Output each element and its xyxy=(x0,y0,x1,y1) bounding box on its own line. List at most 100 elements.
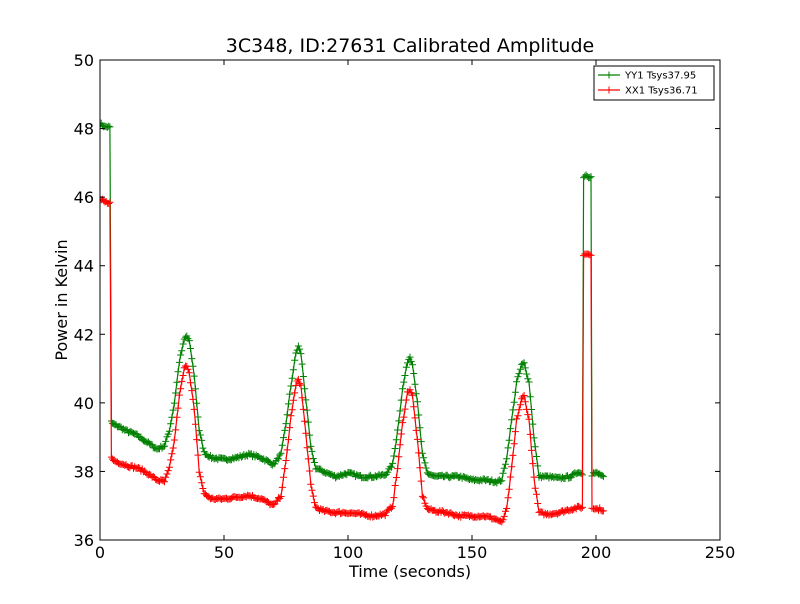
data-point-marker xyxy=(159,443,167,451)
data-point-marker xyxy=(399,419,407,427)
data-point-marker xyxy=(397,430,405,438)
data-point-marker xyxy=(289,366,297,374)
data-point-marker xyxy=(196,473,204,481)
data-point-marker xyxy=(302,429,310,437)
data-point-marker xyxy=(415,449,423,457)
data-point-marker xyxy=(396,441,404,449)
data-point-marker xyxy=(503,505,511,512)
data-point-marker xyxy=(302,396,310,404)
data-point-marker xyxy=(524,411,532,419)
data-point-marker xyxy=(174,404,182,412)
data-point-marker xyxy=(281,465,289,473)
y-tick-label: 44 xyxy=(74,257,94,276)
data-point-marker xyxy=(178,347,186,355)
data-point-marker xyxy=(390,452,398,460)
data-point-marker xyxy=(417,438,425,446)
data-point-marker xyxy=(134,464,142,471)
data-point-marker xyxy=(413,398,421,406)
data-point-marker xyxy=(278,483,286,491)
data-point-marker xyxy=(298,394,306,402)
data-point-marker xyxy=(175,391,183,399)
data-point-marker xyxy=(598,471,606,479)
data-point-marker xyxy=(519,393,527,401)
data-point-marker xyxy=(185,369,193,377)
data-point-marker xyxy=(411,414,419,422)
series-yy1 xyxy=(100,119,607,487)
data-point-marker xyxy=(500,512,508,520)
data-point-marker xyxy=(513,415,521,423)
data-point-marker xyxy=(163,470,171,478)
data-point-marker xyxy=(524,375,532,383)
x-tick-label: 150 xyxy=(457,543,488,562)
data-point-marker xyxy=(534,500,542,507)
data-point-marker xyxy=(387,504,395,512)
data-point-marker xyxy=(193,399,201,407)
data-point-marker xyxy=(420,494,428,502)
data-point-marker xyxy=(193,436,201,444)
data-point-marker xyxy=(513,378,521,386)
data-point-marker xyxy=(506,425,514,433)
data-point-marker xyxy=(289,396,297,404)
data-point-marker xyxy=(287,412,295,420)
data-point-marker xyxy=(520,392,528,399)
data-point-marker xyxy=(516,365,524,373)
data-point-marker xyxy=(167,456,175,464)
data-point-marker xyxy=(306,431,314,439)
data-point-marker xyxy=(304,455,312,463)
data-point-marker xyxy=(587,251,595,259)
data-point-marker xyxy=(531,443,539,451)
data-point-marker xyxy=(199,444,207,452)
data-point-marker xyxy=(303,444,311,452)
data-point-marker xyxy=(416,464,424,472)
data-point-marker xyxy=(526,430,534,438)
data-point-marker xyxy=(391,482,399,489)
data-point-marker xyxy=(196,431,204,439)
data-point-marker xyxy=(529,460,537,468)
data-point-marker xyxy=(189,362,197,370)
data-point-marker xyxy=(165,463,173,471)
data-point-marker xyxy=(411,380,419,388)
data-point-marker xyxy=(174,368,182,376)
x-tick-label: 100 xyxy=(333,543,364,562)
legend-label: YY1 Tsys37.95 xyxy=(624,71,696,82)
data-point-marker xyxy=(409,391,416,399)
data-point-marker xyxy=(286,390,294,398)
data-point-marker xyxy=(165,427,173,435)
data-point-marker xyxy=(184,365,192,373)
data-point-marker xyxy=(599,473,607,481)
data-point-marker xyxy=(297,381,305,389)
data-point-marker xyxy=(169,406,177,414)
data-point-marker xyxy=(516,401,524,409)
data-point-marker xyxy=(190,372,198,380)
data-point-marker xyxy=(504,494,512,502)
data-point-marker xyxy=(530,434,538,442)
data-point-marker xyxy=(178,377,186,385)
data-point-marker xyxy=(401,372,409,379)
data-point-marker xyxy=(511,388,519,396)
data-point-marker xyxy=(533,453,540,460)
data-point-marker xyxy=(271,460,279,468)
data-point-marker xyxy=(303,406,311,414)
data-point-marker xyxy=(194,413,202,421)
series-xx1 xyxy=(100,195,607,526)
data-point-marker xyxy=(187,379,194,387)
data-point-marker xyxy=(526,393,534,401)
data-point-marker xyxy=(399,385,407,393)
data-point-marker xyxy=(510,398,518,406)
series-markers xyxy=(100,119,607,487)
data-point-marker xyxy=(508,416,516,424)
data-point-marker xyxy=(418,492,426,500)
data-point-marker xyxy=(406,353,414,361)
data-point-marker xyxy=(422,464,430,472)
data-point-marker xyxy=(189,395,197,403)
data-point-marker xyxy=(400,413,408,421)
data-point-marker xyxy=(412,390,420,398)
data-point-marker xyxy=(282,420,290,428)
data-point-marker xyxy=(179,372,187,379)
data-point-marker xyxy=(277,493,285,500)
data-point-marker xyxy=(283,411,291,419)
data-point-marker xyxy=(187,345,194,352)
data-point-marker xyxy=(406,386,414,394)
data-point-marker xyxy=(286,424,294,432)
data-point-marker xyxy=(106,198,114,206)
